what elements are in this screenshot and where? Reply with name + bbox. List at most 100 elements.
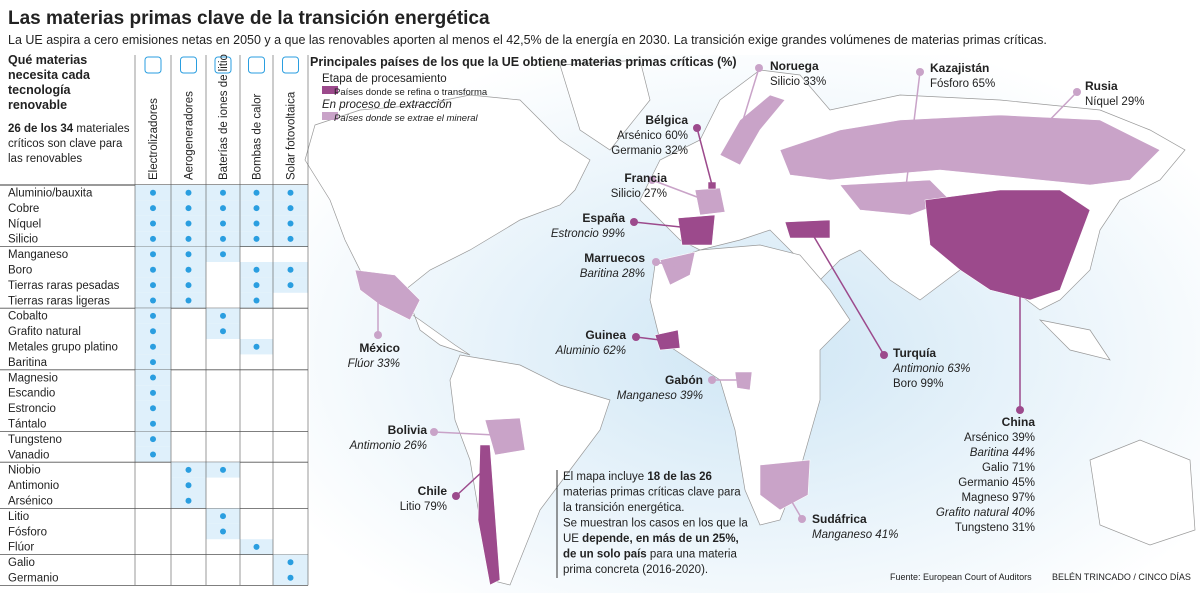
dot	[287, 559, 294, 566]
material-name: Fósforo	[8, 526, 47, 538]
column-label: Aerogeneradores	[184, 91, 196, 180]
material-name: Boro	[8, 265, 32, 277]
country-name: Chile	[418, 484, 448, 498]
box-line: El mapa incluye 18 de las 26	[563, 471, 712, 483]
title: Las materias primas clave de la transici…	[8, 8, 490, 29]
column-icon	[180, 56, 197, 74]
dot	[220, 513, 226, 520]
box-line: prima concreta (2016-2020).	[563, 564, 708, 576]
material-name: Baritina	[8, 357, 48, 369]
dot	[287, 235, 294, 242]
table-heading: tecnología	[8, 83, 72, 97]
country-material: Fósforo 65%	[930, 78, 995, 90]
dot	[150, 328, 156, 335]
dot	[220, 328, 226, 335]
dot	[253, 282, 260, 289]
dot	[287, 282, 294, 289]
country-name: Francia	[624, 171, 667, 185]
leader-dot	[430, 428, 438, 436]
box-line: UE depende, en más de un 25%,	[563, 533, 739, 545]
dot	[150, 389, 156, 396]
leader-dot	[452, 492, 460, 500]
legend-note: Países donde se refina o transforma	[334, 87, 488, 98]
dot	[185, 205, 192, 212]
text-span: prima concreta (2016-2020).	[563, 564, 708, 576]
dot	[185, 466, 192, 473]
country-material: Baritina 28%	[580, 268, 645, 280]
table-note: críticos son clave para	[8, 138, 123, 150]
box-line: materias primas críticas clave para	[563, 487, 741, 499]
legend-note: Países donde se extrae el mineral	[334, 113, 479, 124]
country-name: China	[1002, 415, 1036, 429]
dot	[150, 420, 156, 427]
dot	[185, 297, 192, 304]
material-name: Niobio	[8, 465, 41, 477]
country-material: Manganeso 41%	[812, 529, 898, 541]
material-name: Vanadio	[8, 449, 49, 461]
dot	[150, 220, 156, 227]
dot	[253, 266, 260, 273]
material-name: Antimonio	[8, 480, 59, 492]
dot	[287, 220, 294, 227]
dot	[287, 205, 294, 212]
material-name: Magnesio	[8, 372, 58, 384]
country-material: Germanio 32%	[611, 145, 688, 157]
box-line: la transición energética.	[563, 502, 684, 514]
dot	[253, 189, 260, 196]
leader-line	[739, 67, 760, 131]
leader-dot	[652, 258, 660, 266]
country-material: Litio 79%	[400, 501, 447, 513]
text-span: Se muestran los casos en los que la	[563, 518, 748, 530]
dot	[220, 220, 226, 227]
leader-dot	[632, 333, 640, 341]
leader-line	[633, 221, 691, 229]
dot	[220, 528, 226, 535]
country-name: México	[359, 341, 400, 355]
dot	[150, 205, 156, 212]
dot	[150, 451, 156, 458]
country-name: Kazajistán	[930, 61, 989, 75]
material-name: Aluminio/bauxita	[8, 188, 93, 200]
dot	[220, 251, 226, 258]
material-name: Níquel	[8, 218, 41, 230]
dot	[150, 266, 156, 273]
leader-dot	[916, 68, 924, 76]
leader-dot	[1016, 406, 1024, 414]
leader-dot	[798, 515, 806, 523]
dot	[150, 359, 156, 366]
dot	[150, 374, 156, 381]
material-name: Tántalo	[8, 419, 46, 431]
dot	[150, 189, 156, 196]
country-material: Silicio 33%	[770, 76, 826, 88]
column-icon	[144, 56, 162, 74]
source: Fuente: European Court of Auditors	[890, 572, 1032, 582]
table-heading: necesita cada	[8, 68, 91, 82]
box-line: Se muestran los casos en los que la	[563, 518, 748, 530]
country-name: Sudáfrica	[812, 512, 867, 526]
dot	[287, 574, 294, 581]
country-name: Guinea	[585, 328, 626, 342]
column-icon	[248, 56, 265, 74]
column-label: Electrolizadores	[148, 98, 160, 180]
dot	[150, 436, 156, 443]
legend-swatch	[322, 86, 338, 94]
dot	[150, 343, 156, 350]
text-span: de un solo país	[563, 549, 647, 561]
country-material: Aluminio 62%	[555, 345, 626, 357]
leader-line	[433, 431, 496, 436]
leader-line	[904, 71, 921, 196]
dot	[185, 482, 192, 489]
text-span: materias primas críticas clave para	[563, 487, 741, 499]
material-name: Tierras raras ligeras	[8, 295, 110, 307]
dot	[220, 312, 226, 319]
material-name: Litio	[8, 511, 29, 523]
text-span: 26 de los 34	[8, 123, 74, 135]
leader-dot	[708, 376, 716, 384]
country-name: Rusia	[1085, 79, 1118, 93]
text-span: para una materia	[647, 549, 738, 561]
country-material: Tungsteno 31%	[955, 522, 1035, 534]
leader-dot	[755, 64, 763, 72]
leader-dot	[648, 176, 656, 184]
country-material: Magneso 97%	[961, 492, 1035, 504]
